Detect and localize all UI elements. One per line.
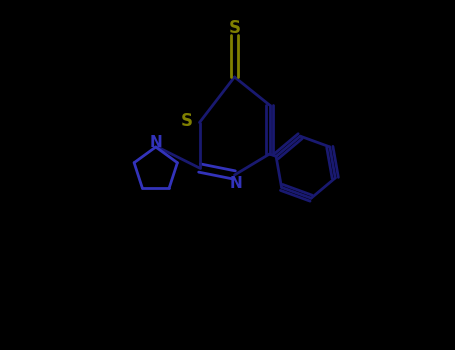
Text: S: S: [181, 112, 193, 130]
Text: N: N: [230, 176, 243, 191]
Text: N: N: [149, 135, 162, 150]
Text: S: S: [228, 19, 241, 37]
